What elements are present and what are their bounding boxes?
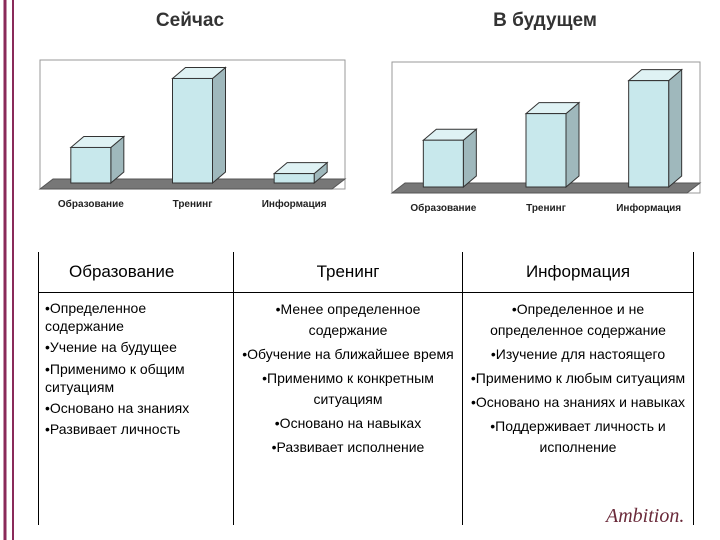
chart-title: В будущем bbox=[493, 10, 597, 31]
bullet-item: •Основано на знаниях и навыках bbox=[470, 394, 686, 410]
x-tick-label: Тренинг bbox=[173, 199, 213, 210]
bullet-item: •Поддерживает личность и исполнение bbox=[490, 418, 666, 455]
bullet-item: •Изучение для настоящего bbox=[490, 346, 666, 362]
bullet-item: •Определенное содержание bbox=[45, 300, 147, 335]
bar-side bbox=[212, 66, 226, 185]
bar bbox=[422, 139, 464, 188]
bar bbox=[172, 77, 213, 184]
bar bbox=[273, 173, 315, 184]
column-header: Образование bbox=[39, 252, 233, 293]
bullet-item: •Обучение на ближайшее время bbox=[242, 346, 454, 362]
bar bbox=[628, 80, 670, 188]
bullet-item: •Развивает исполнение bbox=[271, 439, 425, 455]
bullet-item: •Учение на будущее bbox=[45, 339, 177, 356]
column-body: •Менее определенное содержание •Обучение … bbox=[234, 293, 462, 467]
table-column: Информация •Определенное и не определенно… bbox=[463, 252, 694, 525]
bullet-item: •Основано на знаниях bbox=[45, 399, 190, 416]
bullet-item: •Применимо к конкретным ситуациям bbox=[262, 370, 434, 407]
bar bbox=[525, 113, 567, 188]
table-column: Образование •Определенное содержание •Учен… bbox=[39, 252, 234, 525]
x-tick-label: Образование bbox=[410, 202, 476, 214]
x-tick-label: Тренинг bbox=[526, 203, 566, 214]
bullet-item: •Развивает личность bbox=[45, 421, 181, 438]
table-column: Тренинг •Менее определенное содержание •Об… bbox=[234, 252, 463, 525]
bar-side bbox=[668, 68, 683, 189]
x-tick-label: Информация bbox=[616, 202, 681, 214]
bullet-item: •Основано на навыках bbox=[274, 415, 422, 431]
x-tick-label: Образование bbox=[58, 198, 124, 210]
bullet-item: •Менее определенное содержание bbox=[275, 301, 421, 338]
bar bbox=[70, 146, 112, 184]
logo: Ambition. bbox=[606, 505, 685, 527]
floor bbox=[38, 178, 347, 190]
column-header: Тренинг bbox=[234, 252, 462, 293]
column-body: •Определенное и не определенное содержан… bbox=[463, 293, 693, 467]
bullet-item: •Применимо к общим ситуациям bbox=[45, 360, 185, 395]
bullet-item: •Определенное и не определенное содержан… bbox=[490, 301, 666, 338]
column-header: Информация bbox=[463, 252, 693, 293]
bullet-item: •Применимо к любым ситуациям bbox=[470, 370, 686, 386]
x-tick-label: Информация bbox=[262, 198, 327, 210]
column-body: •Определенное содержание •Учение на будущ… bbox=[39, 293, 233, 447]
table: Образование •Определенное содержание •Учен… bbox=[38, 252, 694, 525]
bar-side bbox=[565, 101, 580, 189]
chart-title: Сейчас bbox=[156, 10, 225, 31]
floor bbox=[390, 182, 702, 194]
